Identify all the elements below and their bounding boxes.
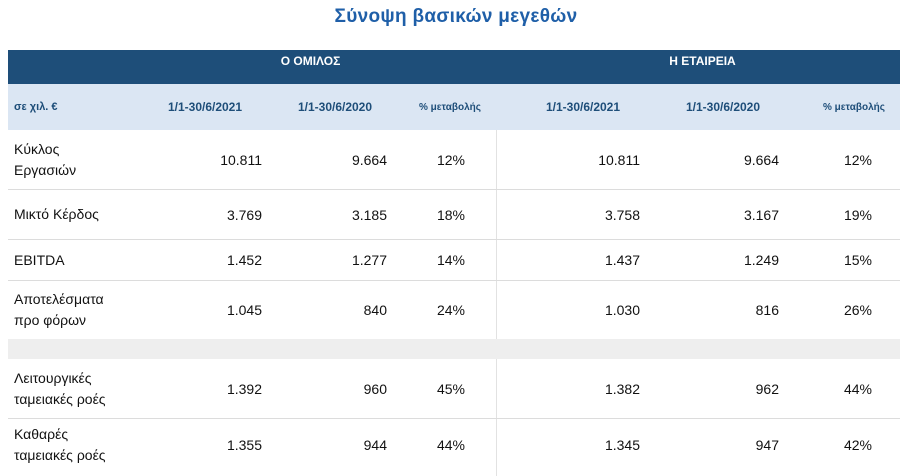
column-header-row: σε χιλ. € 1/1-30/6/2021 1/1-30/6/2020 % … — [8, 84, 900, 130]
row-label-line-1: Καθαρές — [14, 426, 69, 442]
company-2021-value: 10.811 — [598, 151, 640, 168]
row-label: Καθαρές ταμειακές ροές — [8, 419, 148, 471]
group-2021-value: 1.452 — [226, 252, 262, 268]
company-change-value: 19% — [843, 206, 873, 223]
group-2021-value: 1.392 — [226, 380, 262, 397]
row-label-line-2: ταμειακές ροές — [14, 447, 106, 463]
column-header-group-2021: 1/1-30/6/2021 — [167, 100, 243, 114]
group-header-band: Ο ΟΜΙΛΟΣ Η ΕΤΑΙΡΕΙΑ — [8, 50, 900, 84]
row-label-line-2: Εργασιών — [14, 161, 77, 178]
row-label: Κύκλος Εργασιών — [8, 130, 148, 189]
company-change-value: 15% — [843, 252, 873, 268]
group-change-value: 24% — [436, 302, 466, 318]
column-header-group-2020: 1/1-30/6/2020 — [297, 100, 373, 114]
company-change-value: 12% — [843, 151, 873, 168]
group-2021-value: 1.355 — [226, 437, 262, 453]
company-2020-value: 816 — [755, 302, 779, 318]
row-label-line-2: προ φόρων — [14, 312, 87, 328]
table-row: Αποτελέσματα προ φόρων 1.045 840 24% 1.0… — [8, 281, 900, 339]
row-label-line-1: Αποτελέσματα — [14, 291, 104, 307]
section-gap — [8, 339, 900, 359]
group-header-company: Η ΕΤΑΙΡΕΙΑ — [669, 54, 736, 68]
company-2020-value: 962 — [755, 380, 779, 397]
company-change-value: 44% — [843, 380, 873, 397]
company-2021-value: 1.030 — [604, 302, 640, 318]
column-header-company-2021: 1/1-30/6/2021 — [545, 100, 621, 114]
table-row: Κύκλος Εργασιών 10.811 9.664 12% 10.811 … — [8, 130, 900, 190]
unit-label: σε χιλ. € — [14, 101, 58, 113]
company-change-value: 26% — [843, 302, 873, 318]
column-header-company-change: % μεταβολής — [823, 101, 885, 113]
row-label-line-2: ταμειακές ροές — [14, 390, 106, 407]
group-2020-value: 960 — [363, 380, 387, 397]
company-2020-value: 3.167 — [743, 206, 779, 223]
company-change-value: 42% — [843, 437, 873, 453]
company-2020-value: 1.249 — [743, 252, 779, 268]
column-header-group-change: % μεταβολής — [419, 101, 481, 113]
table-row: Λειτουργικές ταμειακές ροές 1.392 960 45… — [8, 359, 900, 419]
row-label: EBITDA — [14, 251, 65, 268]
group-change-value: 18% — [436, 206, 466, 223]
company-2021-value: 1.382 — [604, 380, 640, 397]
group-2020-value: 840 — [363, 302, 387, 318]
row-label-line-1: Λειτουργικές — [14, 369, 92, 386]
column-header-company-2020: 1/1-30/6/2020 — [685, 100, 761, 114]
group-separator — [496, 80, 497, 476]
group-2020-value: 9.664 — [351, 151, 387, 168]
table-row: Μικτό Κέρδος 3.769 3.185 18% 3.758 3.167… — [8, 190, 900, 240]
table-row: EBITDA 1.452 1.277 14% 1.437 1.249 15% — [8, 240, 900, 281]
company-2021-value: 1.345 — [604, 437, 640, 453]
row-label-line-1: Κύκλος — [14, 140, 60, 157]
company-2020-value: 9.664 — [743, 151, 779, 168]
page-title: Σύνοψη βασικών μεγεθών — [334, 6, 578, 27]
group-2020-value: 944 — [363, 437, 387, 453]
group-2020-value: 3.185 — [351, 206, 387, 223]
group-change-value: 14% — [436, 252, 466, 268]
row-label: Αποτελέσματα προ φόρων — [8, 281, 148, 339]
group-change-value: 45% — [436, 380, 466, 397]
table-row: Καθαρές ταμειακές ροές 1.355 944 44% 1.3… — [8, 419, 900, 471]
group-change-value: 12% — [436, 151, 466, 168]
row-label: Μικτό Κέρδος — [14, 206, 99, 222]
group-2021-value: 10.811 — [220, 151, 262, 168]
company-2021-value: 3.758 — [604, 206, 640, 223]
company-2020-value: 947 — [755, 437, 779, 453]
group-2021-value: 3.769 — [226, 206, 262, 223]
company-2021-value: 1.437 — [604, 252, 640, 268]
row-label: Λειτουργικές ταμειακές ροές — [8, 359, 148, 418]
summary-table: Ο ΟΜΙΛΟΣ Η ΕΤΑΙΡΕΙΑ σε χιλ. € 1/1-30/6/2… — [8, 50, 900, 471]
group-2020-value: 1.277 — [351, 252, 387, 268]
group-header-group: Ο ΟΜΙΛΟΣ — [280, 54, 341, 68]
group-2021-value: 1.045 — [226, 302, 262, 318]
group-change-value: 44% — [436, 437, 466, 453]
